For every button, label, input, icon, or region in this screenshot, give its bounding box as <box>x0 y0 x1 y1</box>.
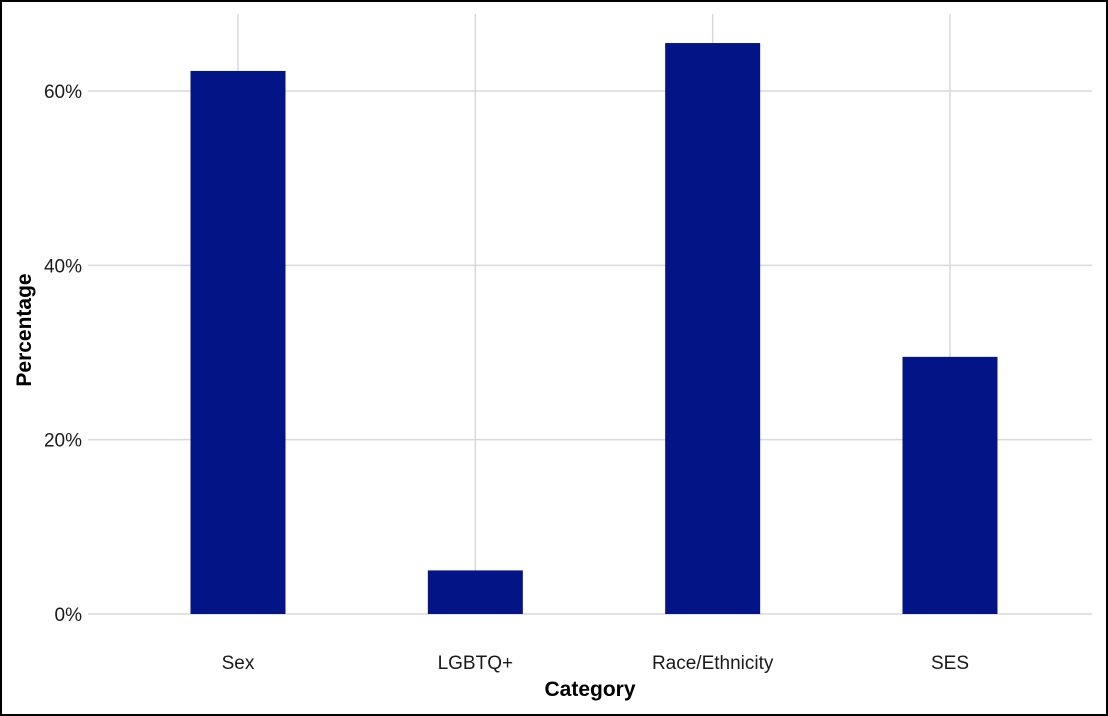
y-tick-label: 60% <box>44 82 82 103</box>
x-tick-label: Sex <box>222 653 255 674</box>
x-tick-label: LGBTQ+ <box>438 653 514 674</box>
bar-ses <box>902 356 998 614</box>
x-tick-label: Race/Ethnicity <box>652 653 774 674</box>
bar-sex <box>190 70 286 615</box>
bars-layer <box>190 43 998 615</box>
bar-race-ethnicity <box>665 43 761 614</box>
y-tick-labels: 0% 20% 40% 60% <box>44 82 82 626</box>
x-axis-title: Category <box>544 678 635 701</box>
y-axis-title: Percentage <box>13 273 36 386</box>
y-tick-label: 20% <box>44 431 82 452</box>
y-tick-label: 40% <box>44 256 82 277</box>
bar-lgbtq <box>427 570 523 614</box>
y-tick-label: 0% <box>55 605 83 626</box>
x-tick-label: SES <box>931 653 969 674</box>
x-tick-labels: Sex LGBTQ+ Race/Ethnicity SES <box>222 653 969 674</box>
